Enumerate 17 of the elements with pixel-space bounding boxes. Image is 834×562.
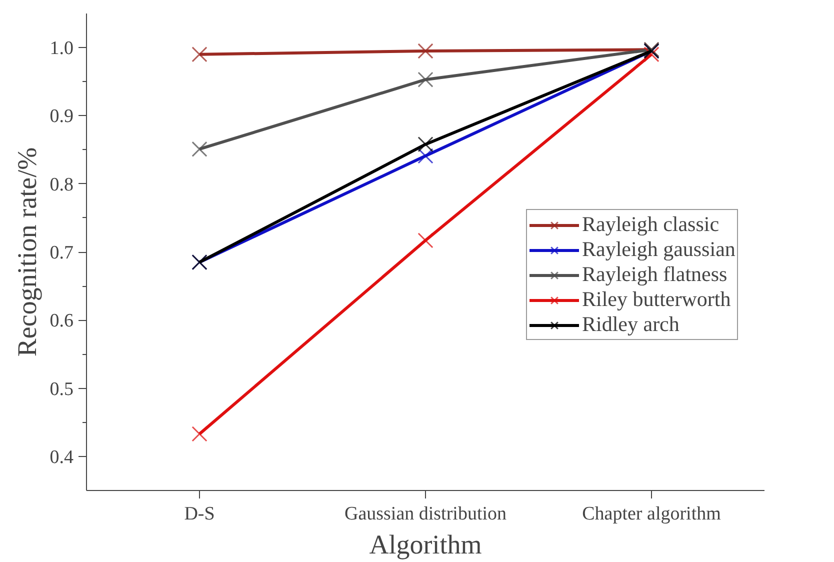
x-tick-label: Gaussian distribution <box>344 504 508 524</box>
y-tick-label: 0.6 <box>50 310 74 332</box>
y-tick-label: 1.0 <box>50 38 74 60</box>
legend-label: Ridley arch <box>582 312 680 337</box>
x-tick-label: D-S <box>184 504 215 524</box>
y-tick-label: 0.7 <box>50 242 74 264</box>
y-tick-label: 0.9 <box>50 106 74 128</box>
legend-label: Rayleigh classic <box>582 212 720 237</box>
legend-label: Rayleigh flatness <box>582 262 728 287</box>
y-tick-label: 0.8 <box>50 174 74 196</box>
y-tick-label: 0.5 <box>50 378 74 400</box>
legend-label: Riley butterworth <box>582 287 731 312</box>
y-axis-title: Recognition rate/% <box>12 147 42 357</box>
y-tick-label: 0.4 <box>50 446 74 468</box>
legend-label: Rayleigh gaussian <box>582 237 736 262</box>
x-axis-title: Algorithm <box>369 530 482 560</box>
x-tick-label: Chapter algorithm <box>582 504 722 524</box>
